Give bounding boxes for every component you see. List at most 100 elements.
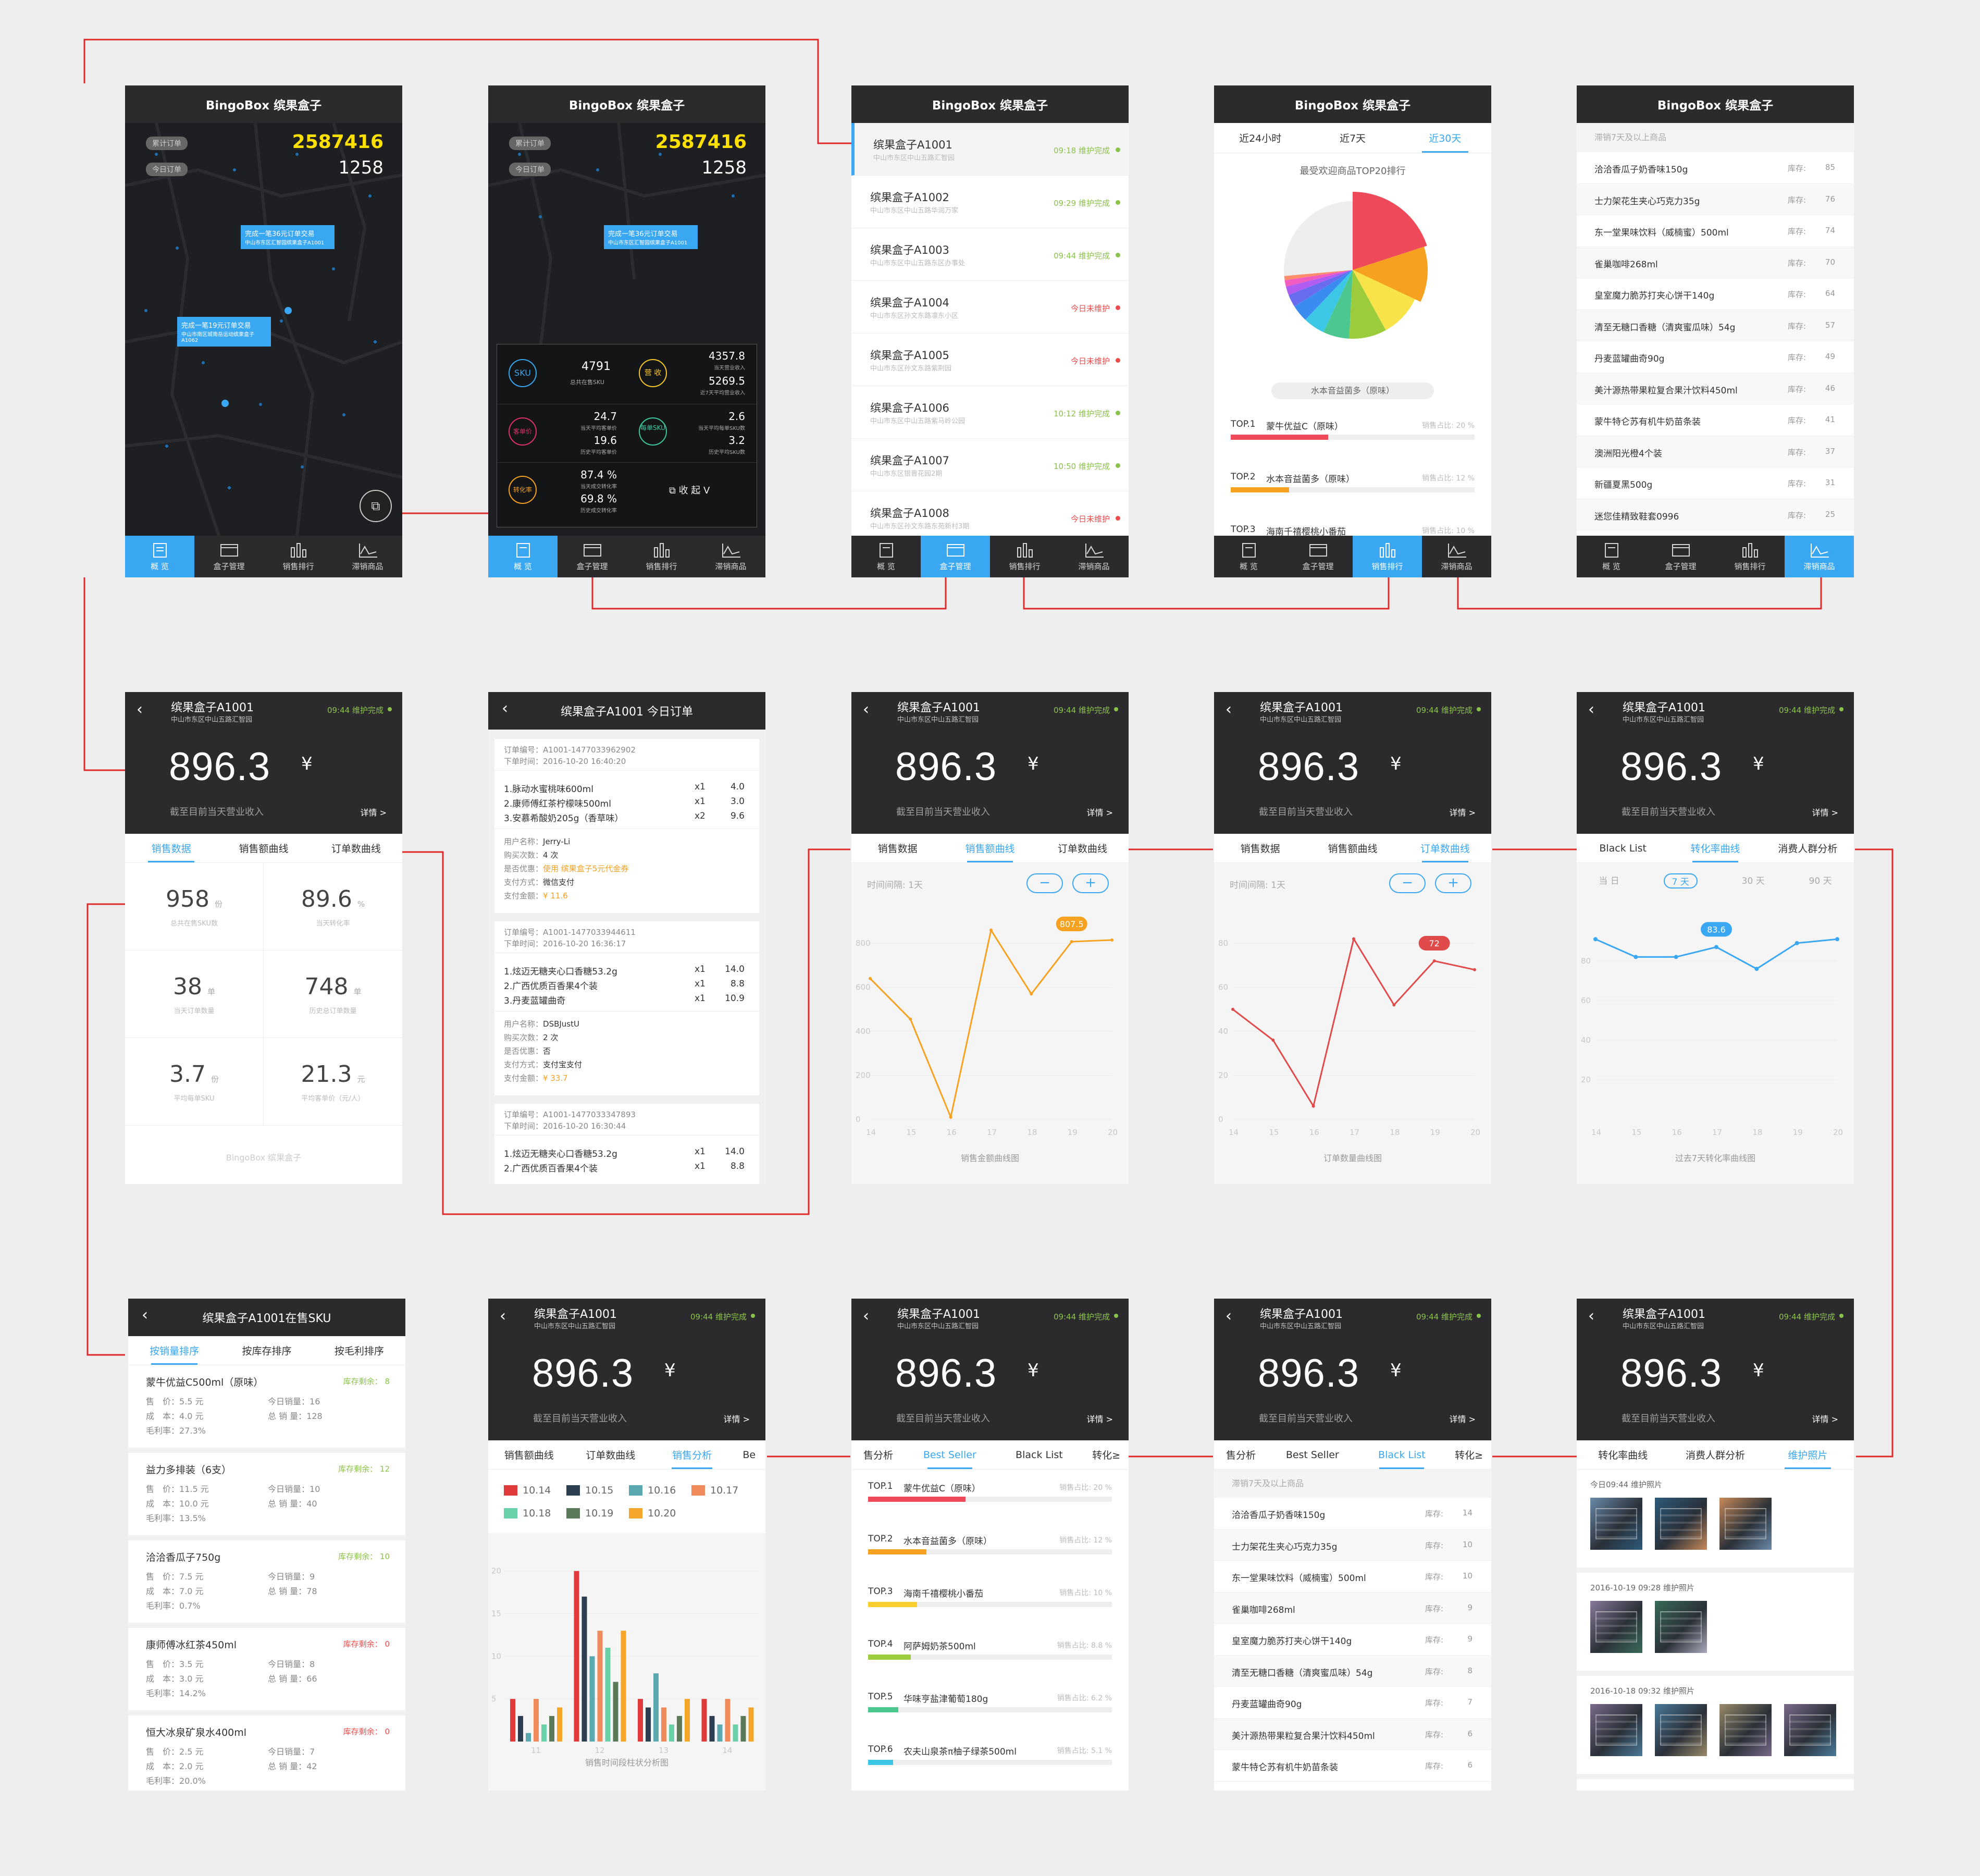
data-point[interactable]: [1271, 1039, 1275, 1042]
details-link[interactable]: 详情 >: [1086, 808, 1113, 818]
box-list-item[interactable]: 缤果盒子A1004 中山市东区孙文东路凛东小区 今日未维护: [851, 281, 1129, 334]
slow-goods-item[interactable]: 东一堂果味饮料（威楠蜜）500ml 库存: 10: [1214, 1561, 1491, 1593]
zoom-in-button[interactable]: +: [1435, 873, 1471, 893]
slow-goods-item[interactable]: 清至无糖口香糖（清爽蜜瓜味）54g 库存: 8: [1214, 1655, 1491, 1687]
nav-box-manage[interactable]: 盒子管理: [194, 536, 264, 577]
range-today[interactable]: 当 日: [1599, 876, 1619, 886]
bar[interactable]: [549, 1715, 554, 1742]
bar[interactable]: [717, 1724, 723, 1742]
sku-item[interactable]: 益力多排装（6支） 库存剩余： 12 售 价：11.5 元成 本：10.0 元毛利率…: [128, 1453, 405, 1540]
data-point[interactable]: [1311, 1104, 1315, 1108]
bar[interactable]: [669, 1724, 674, 1742]
sku-item[interactable]: 恒大冰泉矿泉水400ml 库存剩余： 0 售 价：2.5 元成 本：2.0 元毛利率…: [128, 1715, 405, 1791]
zoom-out-button[interactable]: −: [1026, 873, 1063, 893]
back-icon[interactable]: ‹: [1588, 700, 1594, 719]
data-point[interactable]: [989, 928, 993, 932]
order-card[interactable]: 订单编号：A1001-1477033962902 下单时间：2016-10-20 …: [494, 739, 759, 913]
bar[interactable]: [701, 1699, 707, 1742]
tab-best-seller[interactable]: Best Seller: [1285, 1449, 1339, 1461]
bar[interactable]: [661, 1707, 666, 1742]
slow-goods-item[interactable]: 新疆夏黑500g 库存: 31: [1577, 467, 1854, 499]
data-point[interactable]: [1633, 955, 1638, 959]
nav-overview[interactable]: 概 览: [1214, 536, 1283, 577]
top-list-item[interactable]: TOP.5 华味亨盐津葡萄180g 销售占比: 6.2 %: [851, 1684, 1129, 1737]
slow-goods-item[interactable]: 洽洽香瓜子奶香味150g 库存: 85: [1577, 152, 1854, 184]
tab-conversion-curve[interactable]: 转化率曲线: [1598, 1450, 1648, 1461]
back-icon[interactable]: ‹: [142, 1306, 148, 1324]
pie-slice[interactable]: [1288, 270, 1353, 307]
box-list-item[interactable]: 缤果盒子A1005 中山市东区孙文东路紫荆园 今日未维护: [851, 334, 1129, 386]
pie-slice[interactable]: [1349, 270, 1386, 339]
top-list-item[interactable]: TOP.1 蒙牛优益C（原味） 销售占比: 20 %: [851, 1474, 1129, 1526]
slow-goods-item[interactable]: 澳洲阳光橙4个装 库存: 37: [1577, 436, 1854, 467]
details-link[interactable]: 详情 >: [723, 1414, 750, 1424]
expand-stats-button[interactable]: ⧉: [360, 490, 392, 522]
bar[interactable]: [709, 1715, 715, 1742]
bar[interactable]: [677, 1715, 682, 1742]
bar[interactable]: [605, 1648, 611, 1742]
maintenance-photo[interactable]: [1590, 1704, 1642, 1756]
nav-box-manage[interactable]: 盒子管理: [1283, 536, 1353, 577]
details-link[interactable]: 详情 >: [1449, 808, 1476, 818]
trade-bubble-2[interactable]: 完成一笔19元订单交易 中山市南区城南岳运动缤果盒子A1062: [177, 317, 271, 347]
zoom-in-button[interactable]: +: [1072, 873, 1109, 893]
trade-bubble-1[interactable]: 完成一笔36元订单交易 中山市东区汇智园缤果盒子A1001: [241, 225, 335, 249]
tab-black-list[interactable]: Black List: [1599, 842, 1647, 854]
pie-slice[interactable]: [1284, 270, 1353, 287]
slow-goods-item[interactable]: 美汁源热带果粒复合果汁饮料450ml 库存: 46: [1577, 373, 1854, 404]
range-7d[interactable]: 7 天: [1663, 873, 1698, 888]
tab-order-curve[interactable]: 订单数曲线: [331, 843, 381, 855]
tab-7d[interactable]: 近7天: [1339, 133, 1366, 144]
bar[interactable]: [638, 1699, 643, 1742]
slow-goods-item[interactable]: 蒙牛特仑苏有机牛奶苗条装 库存: 6: [1214, 1750, 1491, 1782]
details-link[interactable]: 详情 >: [360, 808, 387, 818]
back-icon[interactable]: ‹: [1226, 700, 1232, 719]
nav-sales-ranking[interactable]: 销售排行: [1353, 536, 1422, 577]
back-icon[interactable]: ‹: [1588, 1307, 1594, 1325]
bar[interactable]: [526, 1733, 531, 1742]
bar[interactable]: [725, 1699, 731, 1742]
nav-slow-goods[interactable]: 滞销商品: [333, 536, 402, 577]
tab-conversion-curve[interactable]: 转化率曲线: [1669, 834, 1761, 862]
slow-goods-item[interactable]: 皇室魔力脆苏打夹心饼干140g 库存: 9: [1214, 1624, 1491, 1656]
zoom-out-button[interactable]: −: [1389, 873, 1426, 893]
tab-conversion-partial[interactable]: 转化≥: [1455, 1450, 1483, 1461]
pie-slice[interactable]: [1284, 201, 1353, 276]
collapse-button[interactable]: ⧉ 收 起 V: [669, 483, 710, 497]
nav-box-manage[interactable]: 盒子管理: [921, 536, 990, 577]
bar[interactable]: [510, 1699, 515, 1742]
box-list-item[interactable]: 缤果盒子A1003 中山市东区中山五路东区办事处 09:44 维护完成: [851, 228, 1129, 281]
slow-goods-item[interactable]: 皇室魔力脆苏打夹心饼干140g 库存: 64: [1577, 278, 1854, 310]
data-point[interactable]: [1110, 938, 1113, 942]
data-point[interactable]: [1070, 940, 1073, 944]
slow-goods-item[interactable]: 雀巢咖啡268ml 库存: 70: [1577, 246, 1854, 278]
nav-sales-ranking[interactable]: 销售排行: [1715, 536, 1785, 577]
top-list-item[interactable]: TOP.3 海南千禧樱桃小番茄 销售占比: 10 %: [851, 1579, 1129, 1632]
slow-goods-item[interactable]: 士力架花生夹心巧克力35g 库存: 76: [1577, 183, 1854, 215]
range-30d[interactable]: 30 天: [1741, 876, 1765, 886]
details-link[interactable]: 详情 >: [1812, 1414, 1839, 1424]
tab-order-curve[interactable]: 订单数曲线: [1399, 834, 1491, 862]
tab-24h[interactable]: 近24小时: [1239, 133, 1282, 144]
bar[interactable]: [518, 1715, 523, 1742]
data-point[interactable]: [1754, 967, 1759, 971]
pie-slice[interactable]: [1353, 192, 1427, 270]
slow-goods-item[interactable]: 丹麦蓝罐曲奇90g 库存: 49: [1577, 341, 1854, 373]
data-point[interactable]: [949, 1115, 952, 1119]
tab-sales-data[interactable]: 销售数据: [125, 834, 217, 862]
slow-goods-item[interactable]: 丹麦蓝罐曲奇90g 库存: 7: [1214, 1687, 1491, 1719]
top-list-item[interactable]: TOP.2 水本音益菌多（原味） 销售占比: 12 %: [1214, 464, 1491, 517]
top-list-item[interactable]: TOP.4 阿萨姆奶茶500ml 销售占比: 8.8 %: [851, 1632, 1129, 1684]
nav-box-manage[interactable]: 盒子管理: [1646, 536, 1715, 577]
pie-slice[interactable]: [1305, 270, 1353, 332]
data-point[interactable]: [1674, 955, 1678, 959]
tab-sales-curve[interactable]: 销售额曲线: [504, 1450, 554, 1461]
nav-slow-goods[interactable]: 滞销商品: [1785, 536, 1854, 577]
tab-sales-analysis-partial[interactable]: 售分析: [863, 1450, 893, 1461]
slow-goods-item[interactable]: 洽洽香瓜子奶香味150g 库存: 14: [1214, 1498, 1491, 1529]
tab-sales-data[interactable]: 销售数据: [1240, 843, 1280, 855]
pie-slice[interactable]: [1294, 270, 1353, 320]
nav-slow-goods[interactable]: 滞销商品: [1059, 536, 1129, 577]
data-point[interactable]: [1473, 968, 1476, 971]
tab-black-list[interactable]: Black List: [1016, 1449, 1063, 1461]
